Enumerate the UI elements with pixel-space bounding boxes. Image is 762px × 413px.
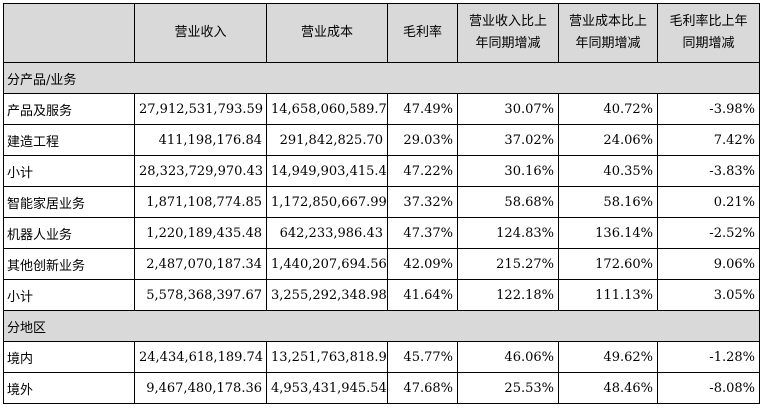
row-label: 小计	[3, 279, 135, 311]
subtotal-row: 小计 5,578,368,397.67 3,255,292,348.98 41.…	[3, 279, 760, 311]
cost-yoy-cell: 172.60%	[558, 248, 658, 280]
revenue-cell: 9,467,480,178.36	[134, 372, 267, 404]
header-revenue-yoy: 营业收入比上 年同期增减	[457, 3, 559, 63]
margin-yoy-cell: 3.05%	[657, 279, 760, 311]
row-label: 境外	[3, 372, 135, 404]
margin-cell: 47.22%	[387, 155, 458, 187]
section-row-by-product: 分产品/业务	[3, 62, 760, 94]
cost-yoy-cell: 111.13%	[558, 279, 658, 311]
margin-cell: 37.32%	[387, 186, 458, 218]
revenue-yoy-cell: 25.53%	[457, 372, 559, 404]
financial-table: 营业收入 营业成本 毛利率 营业收入比上 年同期增减 营业成本比上 年同期增减 …	[3, 3, 760, 404]
revenue-yoy-cell: 58.68%	[457, 186, 559, 218]
section-row-by-region: 分地区	[3, 310, 760, 342]
cost-cell: 4,953,431,945.54	[266, 372, 388, 404]
section-label-by-product: 分产品/业务	[3, 62, 760, 94]
row-label: 智能家居业务	[3, 186, 135, 218]
cost-yoy-cell: 58.16%	[558, 186, 658, 218]
table-row: 其他创新业务 2,487,070,187.34 1,440,207,694.56…	[3, 248, 760, 280]
header-margin-yoy-line-2: 同期增减	[682, 36, 735, 51]
section-label-by-region: 分地区	[3, 310, 760, 342]
cost-yoy-cell: 24.06%	[558, 124, 658, 156]
revenue-yoy-cell: 37.02%	[457, 124, 559, 156]
margin-cell: 47.49%	[387, 93, 458, 125]
margin-cell: 47.68%	[387, 372, 458, 404]
cost-cell: 1,172,850,667.99	[266, 186, 388, 218]
margin-yoy-cell: 9.06%	[657, 248, 760, 280]
revenue-yoy-cell: 30.07%	[457, 93, 559, 125]
revenue-cell: 27,912,531,793.59	[134, 93, 267, 125]
revenue-yoy-cell: 46.06%	[457, 341, 559, 373]
cost-cell: 1,440,207,694.56	[266, 248, 388, 280]
header-margin-yoy-line-1: 毛利率比上年	[669, 14, 748, 29]
cost-yoy-cell: 136.14%	[558, 217, 658, 249]
margin-yoy-cell: -8.08%	[657, 372, 760, 404]
header-cost-yoy: 营业成本比上 年同期增减	[558, 3, 658, 63]
cost-cell: 642,233,986.43	[266, 217, 388, 249]
table-row: 智能家居业务 1,871,108,774.85 1,172,850,667.99…	[3, 186, 760, 218]
row-label: 建造工程	[3, 124, 135, 156]
margin-yoy-cell: -2.52%	[657, 217, 760, 249]
margin-cell: 42.09%	[387, 248, 458, 280]
margin-cell: 47.37%	[387, 217, 458, 249]
cost-yoy-cell: 49.62%	[558, 341, 658, 373]
margin-cell: 41.64%	[387, 279, 458, 311]
header-cost-yoy-line-2: 年同期增减	[575, 36, 641, 51]
header-item	[3, 3, 135, 63]
revenue-cell: 5,578,368,397.67	[134, 279, 267, 311]
subtotal-row: 小计 28,323,729,970.43 14,949,903,415.48 4…	[3, 155, 760, 187]
revenue-cell: 1,220,189,435.48	[134, 217, 267, 249]
header-revenue-yoy-line-2: 年同期增减	[475, 36, 541, 51]
row-label: 其他创新业务	[3, 248, 135, 280]
cost-cell: 291,842,825.70	[266, 124, 388, 156]
revenue-cell: 411,198,176.84	[134, 124, 267, 156]
row-label: 产品及服务	[3, 93, 135, 125]
cost-cell: 14,658,060,589.78	[266, 93, 388, 125]
revenue-yoy-cell: 215.27%	[457, 248, 559, 280]
header-cost-yoy-line-1: 营业成本比上	[568, 14, 647, 29]
cost-yoy-cell: 40.35%	[558, 155, 658, 187]
table-row: 境内 24,434,618,189.74 13,251,763,818.92 4…	[3, 341, 760, 373]
table-row: 机器人业务 1,220,189,435.48 642,233,986.43 47…	[3, 217, 760, 249]
cost-yoy-cell: 48.46%	[558, 372, 658, 404]
table-row: 境外 9,467,480,178.36 4,953,431,945.54 47.…	[3, 372, 760, 404]
revenue-cell: 1,871,108,774.85	[134, 186, 267, 218]
margin-yoy-cell: -3.98%	[657, 93, 760, 125]
cost-yoy-cell: 40.72%	[558, 93, 658, 125]
header-margin-yoy: 毛利率比上年 同期增减	[657, 3, 760, 63]
header-revenue: 营业收入	[134, 3, 267, 63]
row-label: 境内	[3, 341, 135, 373]
header-row: 营业收入 营业成本 毛利率 营业收入比上 年同期增减 营业成本比上 年同期增减 …	[3, 3, 760, 63]
cost-cell: 3,255,292,348.98	[266, 279, 388, 311]
table-row: 产品及服务 27,912,531,793.59 14,658,060,589.7…	[3, 93, 760, 125]
margin-yoy-cell: 7.42%	[657, 124, 760, 156]
margin-yoy-cell: 0.21%	[657, 186, 760, 218]
margin-yoy-cell: -1.28%	[657, 341, 760, 373]
margin-yoy-cell: -3.83%	[657, 155, 760, 187]
margin-cell: 45.77%	[387, 341, 458, 373]
cost-cell: 13,251,763,818.92	[266, 341, 388, 373]
header-cost: 营业成本	[266, 3, 388, 63]
revenue-cell: 28,323,729,970.43	[134, 155, 267, 187]
row-label: 机器人业务	[3, 217, 135, 249]
revenue-cell: 2,487,070,187.34	[134, 248, 267, 280]
cost-cell: 14,949,903,415.48	[266, 155, 388, 187]
revenue-yoy-cell: 124.83%	[457, 217, 559, 249]
header-revenue-yoy-line-1: 营业收入比上	[468, 14, 547, 29]
revenue-yoy-cell: 122.18%	[457, 279, 559, 311]
row-label: 小计	[3, 155, 135, 187]
table-row: 建造工程 411,198,176.84 291,842,825.70 29.03…	[3, 124, 760, 156]
margin-cell: 29.03%	[387, 124, 458, 156]
revenue-yoy-cell: 30.16%	[457, 155, 559, 187]
header-margin: 毛利率	[387, 3, 458, 63]
revenue-cell: 24,434,618,189.74	[134, 341, 267, 373]
